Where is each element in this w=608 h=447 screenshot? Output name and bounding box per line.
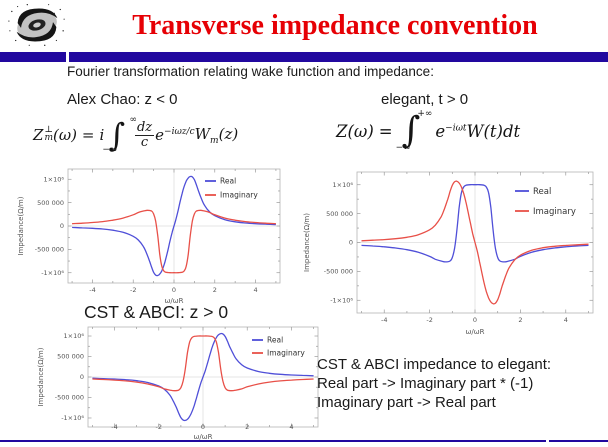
real-curve (92, 332, 314, 422)
y-tick-label: 1×10⁶ (64, 332, 85, 340)
elegant-impedance-formula: Z(ω) = ∫ +∞ −∞ e−iωt W(t)dt (336, 109, 521, 153)
y-tick-label: -1×10⁶ (41, 269, 64, 277)
integral-sign: ∫ +∞ −∞ (395, 109, 433, 153)
legend-label-imaginary: Imaginary (533, 207, 576, 217)
y-axis-label: Impedance(Ω/m) (17, 196, 25, 255)
y-tick-label: 500 000 (326, 210, 353, 218)
x-axis-label: ω/ωR (194, 433, 213, 441)
imaginary-curve (361, 180, 589, 305)
footer-rule (0, 440, 608, 442)
x-tick-label: 2 (245, 423, 249, 431)
x-tick-label: 4 (289, 423, 293, 431)
conversion-note-line1: CST & ABCI impedance to elegant: (317, 356, 552, 373)
x-tick-label: -4 (111, 423, 117, 431)
ihep-galaxy-logo-icon (8, 3, 65, 47)
y-axis-label: Impedance(Ω/m) (37, 347, 45, 406)
header-rule (0, 52, 608, 62)
x-tick-label: -4 (381, 316, 387, 324)
y-tick-label: -500 000 (324, 268, 353, 276)
y-tick-label: 1×10⁶ (333, 181, 354, 189)
integral-sign: ∫ ∞ −∞ (102, 115, 137, 155)
chao-impedance-formula: Z ⊥ m (ω) = i ∫ ∞ −∞ dz c e−iωz/c Wm(z) (33, 115, 239, 155)
chao-section-label: Alex Chao: z < 0 (67, 91, 178, 108)
x-tick-label: -4 (89, 286, 95, 294)
x-tick-label: 0 (172, 286, 176, 294)
conversion-note-line2: Real part -> Imaginary part * (-1) (317, 375, 534, 392)
elegant-section-label: elegant, t > 0 (381, 91, 469, 108)
imaginary-curve (92, 335, 314, 392)
y-tick-label: 500 000 (57, 353, 84, 361)
elegant-impedance-chart: -4 -2 0 2 4 1×10⁶ 500 000 0 -500 000 -1×10⁶ ω/ωR Im… (303, 171, 594, 336)
formula-lhs: Z (33, 126, 44, 144)
x-tick-label: 0 (473, 316, 477, 324)
chao-impedance-chart: -4 -2 0 2 4 1×10⁶ 500 000 0 -500 000 -1×10⁶ ω/ωR Im… (17, 168, 281, 305)
legend-label-real: Real (533, 187, 551, 197)
y-tick-label: -500 000 (35, 246, 64, 254)
x-tick-label: 4 (253, 286, 257, 294)
legend-label-real: Real (267, 336, 283, 345)
dz-over-c-fraction: dz c (134, 119, 155, 150)
y-tick-label: -1×10⁶ (330, 296, 353, 304)
header-rule-gap (66, 52, 69, 62)
y-tick-label: 0 (60, 222, 64, 230)
y-tick-label: 500 000 (37, 199, 64, 207)
y-axis-label: Impedance(Ω/m) (303, 213, 311, 272)
y-tick-label: -1×10⁶ (61, 414, 84, 422)
cst-impedance-chart: -4 -2 0 2 4 1×10⁶ 500 000 0 -500 000 -1×10⁶ ω/ωR Im… (37, 326, 319, 441)
imaginary-curve (72, 209, 276, 274)
x-tick-label: -2 (426, 316, 432, 324)
y-tick-label: -500 000 (55, 394, 84, 402)
x-axis-label: ω/ωR (466, 328, 485, 336)
x-tick-label: 2 (213, 286, 217, 294)
y-tick-label: 0 (80, 373, 84, 381)
x-axis-label: ω/ωR (165, 297, 184, 305)
legend-label-imaginary: Imaginary (267, 349, 305, 358)
legend-label-imaginary: Imaginary (220, 191, 258, 200)
real-curve (72, 175, 276, 277)
conversion-note: CST & ABCI impedance to elegant: Real pa… (317, 355, 551, 412)
slide-title: Transverse impedance convention (132, 10, 538, 41)
x-tick-label: -2 (130, 286, 136, 294)
x-tick-label: -2 (156, 423, 162, 431)
x-tick-label: 0 (201, 423, 205, 431)
x-tick-label: 4 (564, 316, 568, 324)
legend-label-real: Real (220, 177, 236, 186)
footer-rule-gap (546, 440, 549, 442)
intro-text: Fourier transformation relating wake fun… (67, 64, 434, 79)
x-tick-label: 2 (518, 316, 522, 324)
conversion-note-line3: Imaginary part -> Real part (317, 394, 496, 411)
y-tick-label: 0 (349, 239, 353, 247)
cst-section-label: CST & ABCI: z > 0 (84, 302, 229, 322)
y-tick-label: 1×10⁶ (44, 175, 65, 183)
